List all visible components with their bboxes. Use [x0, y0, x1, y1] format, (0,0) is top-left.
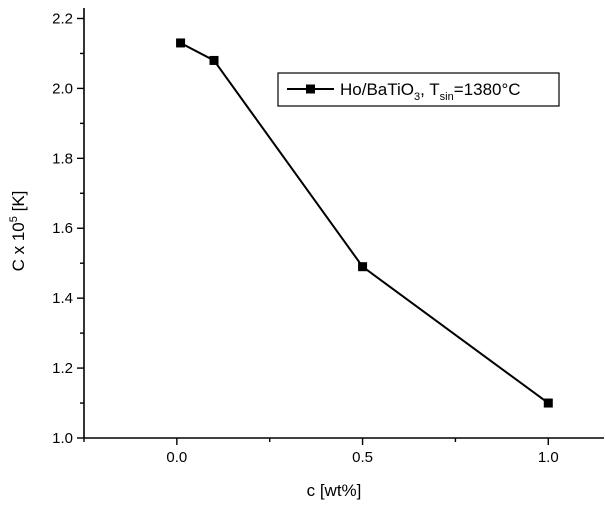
- x-tick-label: 0.5: [352, 449, 373, 466]
- data-point-marker: [358, 262, 368, 272]
- x-ticks: 0.0 0.5 1.0: [83, 438, 559, 466]
- series-group: [176, 38, 553, 408]
- y-tick-label: 1.8: [52, 150, 73, 167]
- y-tick-label: 1.4: [52, 290, 73, 307]
- x-axis-title: c [wt%]: [307, 481, 362, 500]
- legend-marker: [306, 84, 315, 94]
- legend-label-sub-b: sin: [440, 91, 454, 103]
- series-line: [180, 42, 549, 404]
- y-tick-label: 1.6: [52, 220, 73, 237]
- y-tick-label: 2.0: [52, 80, 73, 97]
- y-axis-title-exponent: 5: [8, 216, 20, 222]
- legend-label-part-c: =1380°C: [454, 80, 521, 99]
- data-point-marker: [209, 55, 219, 65]
- x-tick-label: 1.0: [538, 449, 559, 466]
- data-point-marker: [176, 38, 186, 48]
- x-tick-label: 0.0: [166, 449, 187, 466]
- legend: Ho/BaTiO3, Tsin=1380°C: [277, 72, 560, 107]
- legend-label-sub-a: 3: [414, 91, 420, 103]
- legend-label: Ho/BaTiO3, Tsin=1380°C: [340, 80, 521, 103]
- y-axis-title-unit: [K]: [9, 191, 28, 217]
- legend-label-part-a: Ho/BaTiO: [340, 80, 414, 99]
- data-point-marker: [543, 398, 553, 408]
- y-axis-title-base: C x 10: [9, 222, 28, 271]
- y-axis-title: C x 105 [K]: [8, 191, 28, 272]
- y-ticks: 1.0 1.2 1.4 1.6 1.8 2.0 2.2: [52, 10, 84, 447]
- y-tick-label: 2.2: [52, 10, 73, 27]
- axes: [83, 8, 604, 439]
- y-tick-label: 1.0: [52, 430, 73, 447]
- legend-label-part-b: , T: [420, 80, 440, 99]
- y-tick-label: 1.2: [52, 360, 73, 377]
